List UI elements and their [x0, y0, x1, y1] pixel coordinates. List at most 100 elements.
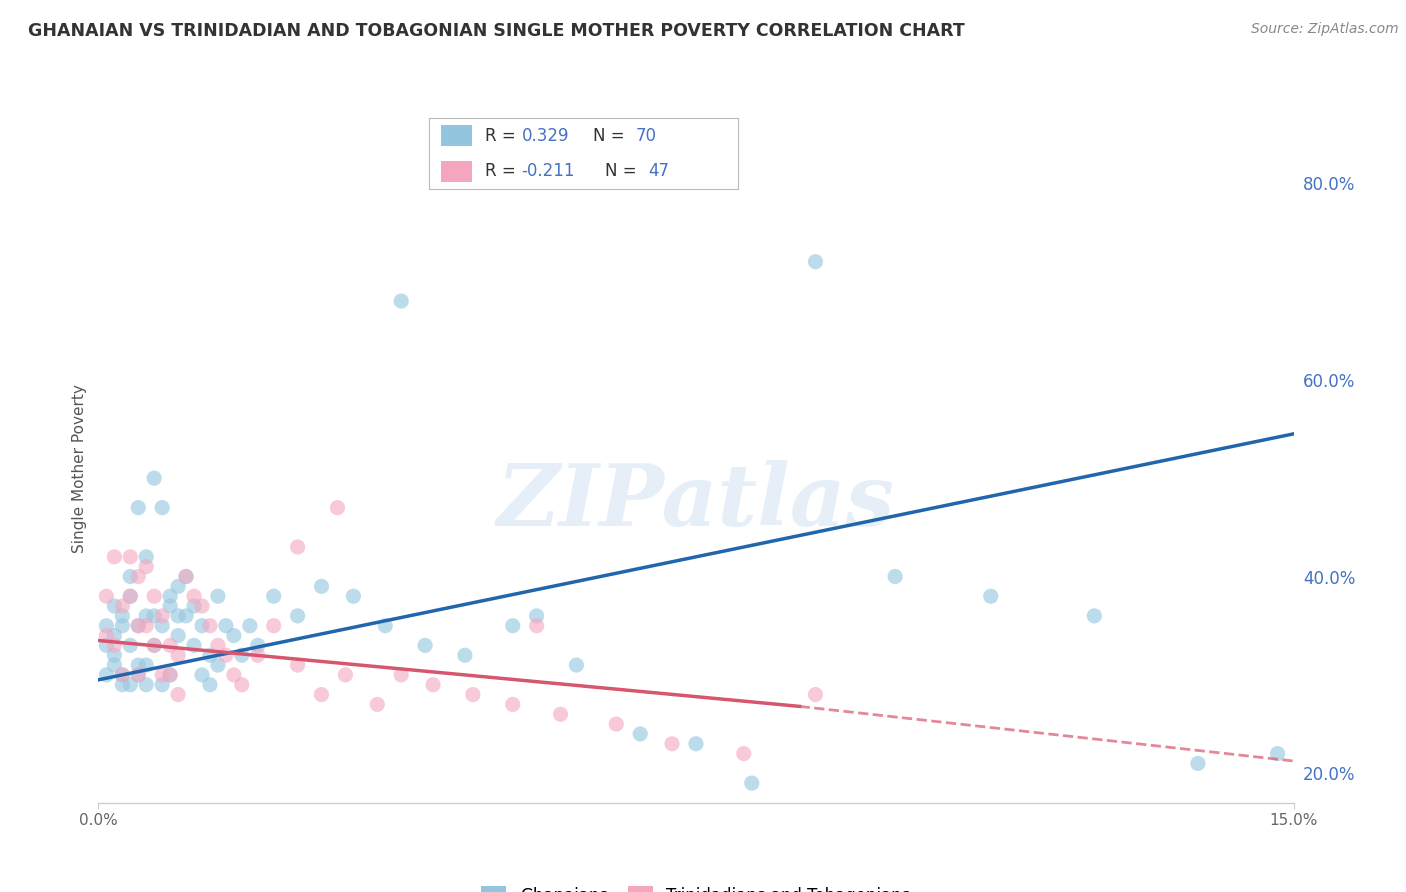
Text: N =: N = — [593, 127, 630, 145]
Point — [111, 608, 134, 623]
Point — [150, 618, 173, 632]
Point — [127, 618, 149, 632]
FancyBboxPatch shape — [441, 125, 472, 146]
Legend: Ghanaians, Trinidadians and Tobagonians: Ghanaians, Trinidadians and Tobagonians — [472, 878, 920, 892]
Point — [150, 668, 173, 682]
Point — [287, 608, 309, 623]
Point — [120, 639, 142, 653]
Point — [127, 618, 149, 632]
Point — [215, 618, 238, 632]
Point — [804, 688, 827, 702]
Point — [413, 639, 436, 653]
Text: N =: N = — [605, 162, 643, 180]
Point — [198, 648, 221, 663]
Point — [311, 688, 333, 702]
Point — [111, 618, 134, 632]
Point — [120, 589, 142, 603]
Point — [207, 589, 229, 603]
Point — [150, 500, 173, 515]
Point — [167, 628, 190, 642]
Point — [389, 668, 412, 682]
Point — [143, 471, 166, 485]
Point — [422, 678, 444, 692]
Point — [96, 639, 118, 653]
Point — [150, 678, 173, 692]
Point — [111, 668, 134, 682]
Point — [159, 668, 181, 682]
FancyBboxPatch shape — [441, 161, 472, 182]
Point — [159, 599, 181, 613]
Text: GHANAIAN VS TRINIDADIAN AND TOBAGONIAN SINGLE MOTHER POVERTY CORRELATION CHART: GHANAIAN VS TRINIDADIAN AND TOBAGONIAN S… — [28, 22, 965, 40]
Point — [246, 639, 269, 653]
Point — [804, 254, 827, 268]
Point — [167, 688, 190, 702]
Point — [96, 589, 118, 603]
Point — [120, 589, 142, 603]
Point — [287, 540, 309, 554]
Point — [103, 639, 125, 653]
Text: 47: 47 — [648, 162, 669, 180]
Point — [143, 639, 166, 653]
Text: 0.329: 0.329 — [522, 127, 569, 145]
Point — [103, 658, 125, 673]
Point — [263, 618, 285, 632]
Point — [231, 678, 253, 692]
Point — [127, 500, 149, 515]
Point — [222, 668, 245, 682]
Point — [183, 589, 205, 603]
Point — [120, 549, 142, 564]
Point — [222, 628, 245, 642]
Point — [111, 678, 134, 692]
Point — [150, 608, 173, 623]
Point — [135, 618, 157, 632]
Point — [135, 658, 157, 673]
Point — [502, 698, 524, 712]
Point — [183, 599, 205, 613]
Point — [1083, 608, 1105, 623]
Point — [884, 569, 907, 583]
Point — [461, 688, 484, 702]
Point — [159, 589, 181, 603]
Point — [120, 678, 142, 692]
Point — [127, 668, 149, 682]
Text: 70: 70 — [636, 127, 657, 145]
Point — [174, 569, 197, 583]
Y-axis label: Single Mother Poverty: Single Mother Poverty — [72, 384, 87, 553]
Point — [167, 608, 190, 623]
Point — [311, 579, 333, 593]
Point — [335, 668, 357, 682]
Point — [342, 589, 364, 603]
Point — [143, 639, 166, 653]
Point — [246, 648, 269, 663]
Point — [103, 549, 125, 564]
Point — [239, 618, 262, 632]
Point — [96, 668, 118, 682]
Point — [167, 648, 190, 663]
Point — [326, 500, 349, 515]
Point — [526, 618, 548, 632]
Point — [389, 293, 412, 308]
Point — [605, 717, 627, 731]
Point — [191, 668, 214, 682]
Point — [191, 618, 214, 632]
Point — [628, 727, 651, 741]
Text: R =: R = — [485, 162, 520, 180]
Point — [980, 589, 1002, 603]
Point — [103, 628, 125, 642]
Point — [103, 599, 125, 613]
Point — [685, 737, 707, 751]
Point — [502, 618, 524, 632]
Point — [263, 589, 285, 603]
Point — [1187, 756, 1209, 771]
Point — [207, 658, 229, 673]
Point — [198, 618, 221, 632]
Point — [159, 639, 181, 653]
Point — [127, 668, 149, 682]
Point — [733, 747, 755, 761]
Point — [287, 658, 309, 673]
Text: ZIPatlas: ZIPatlas — [496, 460, 896, 543]
Point — [127, 569, 149, 583]
Point — [183, 639, 205, 653]
Point — [96, 628, 118, 642]
Point — [174, 608, 197, 623]
